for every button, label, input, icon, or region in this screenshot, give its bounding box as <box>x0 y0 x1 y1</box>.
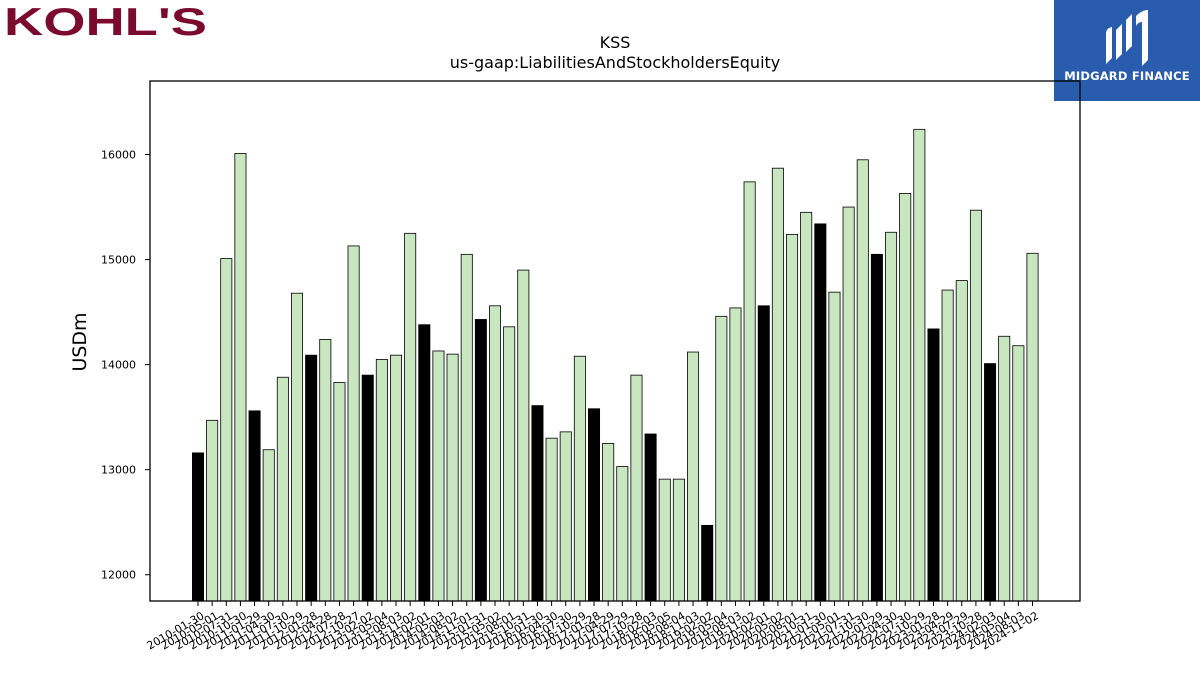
bar <box>319 339 332 602</box>
bar <box>602 443 615 602</box>
y-axis-ticks: 12000 13000 14000 15000 16000 <box>101 149 150 582</box>
chart-subtitle: us-gaap:LiabilitiesAndStockholdersEquity <box>450 53 781 72</box>
bar <box>446 353 459 602</box>
bar <box>658 478 671 602</box>
x-axis-ticks: 2010-01-302010-05-012010-07-312010-10-30… <box>145 601 1041 652</box>
bar <box>786 233 799 602</box>
plot-frame <box>149 80 1081 602</box>
bar <box>630 374 643 602</box>
bar <box>729 307 742 602</box>
bar <box>616 466 629 602</box>
bar <box>856 159 869 602</box>
y-tick-label: 14000 <box>101 359 136 372</box>
bar <box>361 374 374 602</box>
bar <box>460 253 473 602</box>
bar <box>800 211 813 602</box>
midgard-emblem-icon <box>1106 10 1148 66</box>
y-tick-label: 13000 <box>101 464 136 477</box>
bars-group <box>191 128 1039 602</box>
bar <box>814 223 827 602</box>
bar <box>701 524 714 602</box>
bar <box>517 269 530 602</box>
midgard-finance-text: MIDGARD FINANCE <box>1064 69 1190 83</box>
bar <box>220 258 233 602</box>
bar <box>347 245 360 602</box>
bar <box>559 431 572 602</box>
y-tick-label: 15000 <box>101 254 136 267</box>
kohls-logo: KOHL'S <box>4 2 209 42</box>
y-tick-label: 16000 <box>101 149 136 162</box>
bar <box>503 326 516 602</box>
bar <box>771 167 784 602</box>
bar <box>672 478 685 602</box>
bar <box>941 289 954 602</box>
bar <box>474 319 487 602</box>
bar <box>743 181 756 602</box>
bar <box>333 382 346 602</box>
bar <box>1012 345 1025 602</box>
chart-title: KSS <box>600 33 631 52</box>
bar <box>913 128 926 602</box>
bar <box>531 405 544 602</box>
bar <box>432 350 445 602</box>
bar <box>757 305 770 602</box>
bar <box>545 437 558 602</box>
bar <box>191 452 204 602</box>
bar <box>234 153 247 602</box>
kohls-logo-graphic: KOHL'S <box>4 2 207 42</box>
midgard-finance-logo: MIDGARD FINANCE <box>1054 0 1200 101</box>
bar <box>687 351 700 602</box>
y-tick-label: 12000 <box>101 569 136 582</box>
bar <box>248 410 261 602</box>
bar <box>390 354 403 602</box>
bar <box>418 324 431 602</box>
bar <box>870 253 883 602</box>
y-axis-label: USDm <box>69 312 91 371</box>
bar <box>828 291 841 602</box>
bar <box>899 192 912 602</box>
bar <box>404 232 417 602</box>
bar <box>644 433 657 602</box>
bar <box>489 305 502 602</box>
bar <box>573 355 586 602</box>
bar <box>885 231 898 602</box>
bar <box>998 335 1011 602</box>
bar <box>276 376 289 602</box>
bar <box>984 363 997 602</box>
bar <box>969 209 982 602</box>
kohls-logo-text: KOHL'S <box>4 2 207 42</box>
bar <box>927 328 940 602</box>
bar <box>955 280 968 602</box>
bar <box>1026 252 1039 602</box>
bar <box>375 358 388 602</box>
bar <box>291 292 304 602</box>
bar <box>262 449 275 602</box>
bar <box>588 408 601 602</box>
bar <box>842 206 855 602</box>
bar <box>305 354 318 602</box>
bar <box>206 419 219 602</box>
bar <box>715 315 728 602</box>
